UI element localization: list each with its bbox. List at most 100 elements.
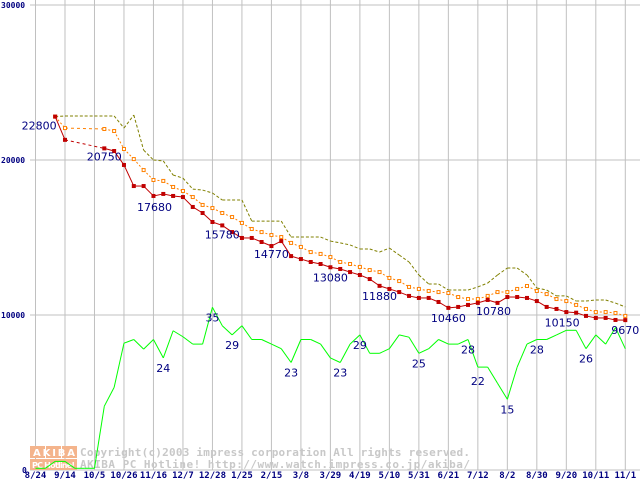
- min-price-point: [416, 295, 421, 300]
- data-label: 13080: [313, 271, 348, 284]
- average-price-point: [495, 290, 500, 295]
- x-tick-label: 3/8: [293, 471, 309, 480]
- min-price-point: [426, 295, 431, 300]
- average-price-point: [269, 233, 274, 238]
- shop-count-segment: [487, 366, 498, 384]
- data-label: 28: [461, 344, 475, 357]
- data-label: 15780: [205, 228, 240, 241]
- data-label: 17680: [137, 201, 172, 214]
- min-price-point: [308, 259, 313, 264]
- min-price-point: [583, 313, 588, 318]
- shop-count-segment: [261, 339, 272, 345]
- shop-count-segment: [133, 339, 144, 350]
- x-tick-label: 7/12: [467, 471, 489, 480]
- data-label: 22: [471, 375, 485, 388]
- min-price-point: [249, 235, 254, 240]
- shop-count-segment: [103, 387, 115, 407]
- min-price-point: [298, 257, 303, 262]
- x-tick-label: 5/10: [379, 471, 401, 480]
- average-price-point: [112, 129, 117, 134]
- x-tick-label: 10/11: [582, 471, 609, 480]
- x-tick-label: 12/28: [199, 471, 226, 480]
- shop-count-segment: [526, 339, 538, 345]
- copyright-text: Copyright(c)2003 impress corporation All…: [80, 446, 470, 459]
- average-price-point: [593, 310, 598, 315]
- average-price-point: [515, 286, 520, 291]
- data-label: 29: [353, 339, 367, 352]
- min-price-point: [230, 230, 235, 235]
- x-tick-label: 8/30: [526, 471, 548, 480]
- min-price-point: [279, 239, 284, 244]
- min-price-series: [53, 114, 628, 323]
- max-price-segment: [408, 261, 420, 276]
- data-label: 20750: [87, 150, 122, 163]
- shop-count-segment: [231, 325, 243, 336]
- average-price-point: [171, 184, 176, 189]
- min-price-point: [515, 295, 520, 300]
- min-price-point: [220, 223, 225, 228]
- max-price-segment: [585, 299, 596, 302]
- shop-count-segment: [123, 339, 134, 344]
- max-price-segment: [438, 283, 449, 291]
- average-price-point: [328, 255, 333, 260]
- average-price-point: [446, 290, 451, 295]
- average-price-point: [151, 177, 156, 182]
- min-price-point: [407, 293, 412, 298]
- average-price-point: [397, 279, 402, 284]
- max-price-segment: [280, 220, 292, 238]
- max-price-segment: [615, 302, 626, 308]
- min-price-point: [190, 204, 195, 209]
- min-price-point: [574, 310, 579, 315]
- max-price-segment: [497, 267, 508, 276]
- average-price-point: [131, 157, 136, 162]
- max-price-segment: [389, 247, 400, 256]
- min-price-segment: [54, 116, 66, 141]
- min-price-point: [485, 297, 490, 302]
- min-price-point: [466, 302, 471, 307]
- min-price-point: [161, 191, 166, 196]
- site-url-text: AKIBA PC Hotline! http://www.watch.impre…: [80, 458, 470, 471]
- average-price-point: [525, 284, 529, 289]
- min-price-point: [131, 184, 136, 189]
- max-price-segment: [133, 114, 145, 151]
- shop-count-segment: [438, 339, 449, 345]
- x-tick-label: 11/16: [140, 471, 167, 480]
- average-price-point: [613, 310, 618, 315]
- shop-count-segment: [339, 343, 351, 363]
- y-tick-label: 20000: [1, 156, 25, 165]
- data-label: 10150: [545, 317, 580, 330]
- min-price-point: [328, 265, 333, 270]
- logo-bottom-text: PC Hotline!: [32, 461, 75, 470]
- shop-count-segment: [162, 330, 174, 359]
- max-price-segment: [349, 244, 361, 250]
- max-price-segment: [320, 236, 331, 242]
- average-price-point: [200, 202, 205, 207]
- shop-count-segment: [399, 334, 410, 338]
- min-price-point: [456, 304, 461, 309]
- min-price-point: [112, 149, 117, 154]
- shop-count-segment: [388, 334, 400, 349]
- data-label: 10780: [476, 305, 511, 318]
- min-price-point: [495, 300, 500, 305]
- shop-count-segment: [320, 343, 331, 359]
- x-tick-label: 8/24: [25, 471, 47, 480]
- average-price-point: [220, 211, 225, 216]
- average-price-point: [426, 288, 431, 293]
- shop-count-segment: [153, 339, 164, 359]
- min-price-point: [446, 305, 451, 310]
- average-price-point: [289, 240, 294, 245]
- min-price-point: [259, 239, 264, 244]
- shop-count-segment: [271, 343, 282, 350]
- shop-count-segment: [497, 382, 508, 400]
- y-tick-label: 30000: [1, 1, 25, 10]
- data-label: 29: [225, 339, 239, 352]
- data-label: 23: [284, 367, 298, 380]
- max-price-segment: [477, 282, 488, 288]
- min-price-point: [564, 310, 569, 315]
- shop-count-segment: [64, 460, 76, 469]
- average-price-point: [505, 290, 510, 295]
- average-price-point: [554, 297, 559, 302]
- max-price-segment: [162, 160, 174, 176]
- average-price-point: [239, 220, 244, 225]
- y-tick-label: 10000: [1, 311, 25, 320]
